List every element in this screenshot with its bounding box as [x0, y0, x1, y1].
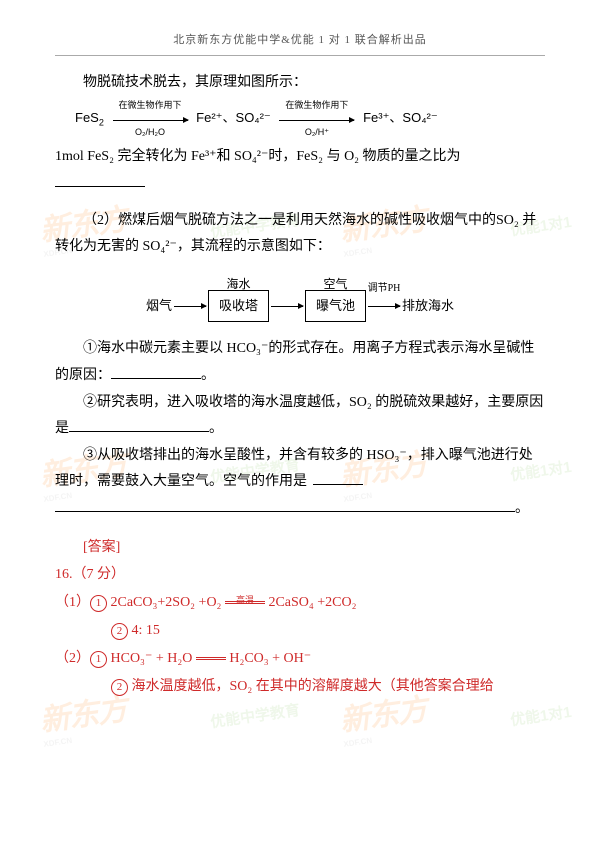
flow-arrow — [174, 306, 206, 307]
flow-arrow — [271, 306, 303, 307]
page-header: 北京新东方优能中学&优能 1 对 1 联合解析出品 — [55, 30, 545, 56]
blank-q2 — [69, 431, 209, 432]
blank-ratio — [55, 186, 145, 187]
reaction-scheme: FeS2 在微生物作用下 O₂/H₂O Fe²⁺、SO₄²⁻ 在微生物作用下 O… — [55, 106, 545, 132]
para-q2: ②研究表明，进入吸收塔的海水温度越低，SO₂ 的脱硫效果越好，主要原因是。 — [55, 390, 545, 443]
answer-block: 16.（7 分） （1）1 2CaCO₃+2SO₂ +O₂ 高温 2CaSO₄ … — [55, 561, 545, 701]
answer-1-2: 2 4: 15 — [55, 617, 545, 645]
para-method2: （2）燃煤后烟气脱硫方法之一是利用天然海水的碱性吸收烟气中的SO₂ 并转化为无害… — [55, 208, 545, 261]
reactant-1: FeS2 — [75, 110, 104, 125]
blank-q3b — [55, 511, 515, 512]
answer-2-1: （2）1 HCO₃⁻ + H₂O H₂CO₃ + OH⁻ — [55, 645, 545, 673]
para-q1: ①海水中碳元素主要以 HCO₃⁻的形式存在。用离子方程式表示海水呈碱性的原因：。 — [55, 336, 545, 389]
para-q3: ③从吸收塔排出的海水呈酸性，并含有较多的 HSO₃⁻，排入曝气池进行处理时，需要… — [55, 443, 545, 523]
para-intro: 物脱硫技术脱去，其原理如图所示： — [55, 70, 545, 97]
para-ratio: 1mol FeS₂ 完全转化为 Fe³⁺和 SO₄²⁻时，FeS₂ 与 O₂ 物… — [55, 144, 545, 197]
product-2: Fe³⁺、SO₄²⁻ — [363, 110, 438, 125]
flow-in: 烟气 — [146, 277, 172, 319]
flow-box-2: 空气 曝气池 — [305, 273, 366, 323]
product-1: Fe²⁺、SO₄²⁻ — [196, 110, 271, 125]
blank-q3 — [313, 484, 363, 485]
reaction-arrow-2: 在微生物作用下 O₂/H⁺ — [274, 107, 359, 132]
answer-1-1: （1）1 2CaCO₃+2SO₂ +O₂ 高温 2CaSO₄ +2CO₂ — [55, 589, 545, 617]
flow-out: 排放海水 — [402, 277, 454, 319]
flow-arrow — [368, 306, 400, 307]
flow-adjust-label: 调节PH — [368, 279, 401, 294]
eq-arrow — [196, 657, 226, 660]
document-page: 北京新东方优能中学&优能 1 对 1 联合解析出品 物脱硫技术脱去，其原理如图所… — [0, 0, 600, 721]
answer-label: [答案] — [55, 535, 545, 562]
eq-arrow: 高温 — [225, 601, 265, 604]
blank-q1 — [111, 378, 201, 379]
answer-score: 16.（7 分） — [55, 561, 545, 589]
reaction-arrow-1: 在微生物作用下 O₂/H₂O — [108, 107, 193, 132]
answer-2-2: 2 海水温度越低，SO₂ 在其中的溶解度越大（其他答案合理给 — [55, 673, 545, 701]
flow-box-1: 海水 吸收塔 — [208, 273, 269, 323]
flowchart: 烟气 海水 吸收塔 空气 曝气池 调节PH 排放海水 — [55, 273, 545, 323]
